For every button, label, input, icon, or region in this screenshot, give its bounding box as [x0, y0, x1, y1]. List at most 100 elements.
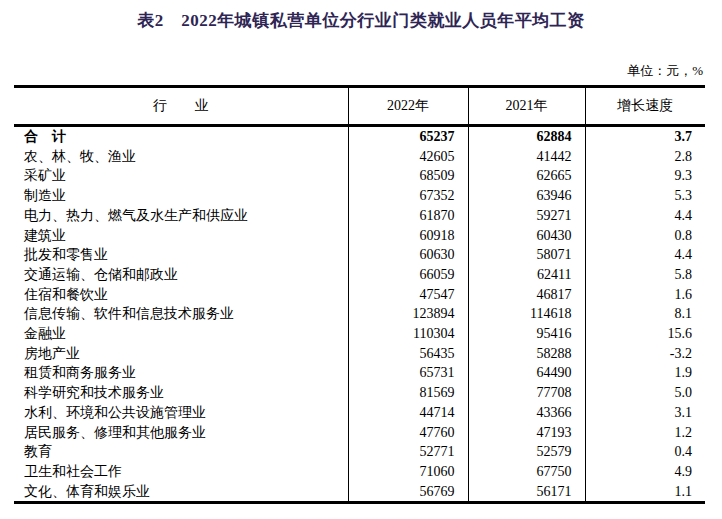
- growth-rate-cell: 1.2: [585, 423, 705, 443]
- value-2021-cell: 58071: [468, 245, 585, 265]
- industry-cell: 电力、热力、燃气及水生产和供应业: [14, 206, 348, 226]
- table-row: 房地产业5643558288-3.2: [14, 344, 705, 364]
- industry-cell: 文化、体育和娱乐业: [14, 482, 348, 503]
- value-2022-cell: 71060: [348, 462, 468, 482]
- growth-rate-cell: 2.8: [585, 147, 705, 167]
- wage-table: 行 业 2022年 2021年 增长速度 合 计65237628843.7农、林…: [14, 85, 705, 504]
- value-2021-cell: 62884: [468, 126, 585, 147]
- value-2022-cell: 56435: [348, 344, 468, 364]
- growth-rate-cell: 4.4: [585, 206, 705, 226]
- industry-cell: 卫生和社会工作: [14, 462, 348, 482]
- growth-rate-cell: 5.0: [585, 383, 705, 403]
- industry-cell: 交通运输、仓储和邮政业: [14, 265, 348, 285]
- value-2022-cell: 42605: [348, 147, 468, 167]
- table-row: 合 计65237628843.7: [14, 126, 705, 147]
- value-2021-cell: 43366: [468, 403, 585, 423]
- growth-rate-cell: 5.8: [585, 265, 705, 285]
- value-2021-cell: 59271: [468, 206, 585, 226]
- table-row: 卫生和社会工作71060677504.9: [14, 462, 705, 482]
- growth-rate-cell: 0.4: [585, 442, 705, 462]
- value-2021-cell: 67750: [468, 462, 585, 482]
- value-2021-cell: 77708: [468, 383, 585, 403]
- value-2021-cell: 56171: [468, 482, 585, 503]
- growth-rate-cell: 0.8: [585, 226, 705, 246]
- table-row: 住宿和餐饮业47547468171.6: [14, 285, 705, 305]
- value-2021-cell: 63946: [468, 186, 585, 206]
- value-2022-cell: 66059: [348, 265, 468, 285]
- table-row: 电力、热力、燃气及水生产和供应业61870592714.4: [14, 206, 705, 226]
- industry-cell: 租赁和商务服务业: [14, 363, 348, 383]
- industry-cell: 金融业: [14, 324, 348, 344]
- industry-cell: 采矿业: [14, 166, 348, 186]
- value-2022-cell: 47547: [348, 285, 468, 305]
- value-2022-cell: 44714: [348, 403, 468, 423]
- growth-rate-cell: 4.9: [585, 462, 705, 482]
- value-2022-cell: 47760: [348, 423, 468, 443]
- column-header-2022: 2022年: [348, 87, 468, 126]
- table-row: 批发和零售业60630580714.4: [14, 245, 705, 265]
- value-2022-cell: 81569: [348, 383, 468, 403]
- value-2021-cell: 114618: [468, 304, 585, 324]
- value-2021-cell: 52579: [468, 442, 585, 462]
- industry-cell: 居民服务、修理和其他服务业: [14, 423, 348, 443]
- value-2021-cell: 58288: [468, 344, 585, 364]
- value-2022-cell: 110304: [348, 324, 468, 344]
- value-2022-cell: 60918: [348, 226, 468, 246]
- value-2021-cell: 41442: [468, 147, 585, 167]
- industry-cell: 建筑业: [14, 226, 348, 246]
- value-2022-cell: 123894: [348, 304, 468, 324]
- industry-cell: 农、林、牧、渔业: [14, 147, 348, 167]
- industry-cell: 制造业: [14, 186, 348, 206]
- table-row: 建筑业60918604300.8: [14, 226, 705, 246]
- growth-rate-cell: 5.3: [585, 186, 705, 206]
- growth-rate-cell: 4.4: [585, 245, 705, 265]
- growth-rate-cell: 1.6: [585, 285, 705, 305]
- industry-cell: 住宿和餐饮业: [14, 285, 348, 305]
- page-title: 表2 2022年城镇私营单位分行业门类就业人员年平均工资: [0, 9, 722, 32]
- table-row: 金融业1103049541615.6: [14, 324, 705, 344]
- value-2022-cell: 61870: [348, 206, 468, 226]
- value-2022-cell: 56769: [348, 482, 468, 503]
- table-header-row: 行 业 2022年 2021年 增长速度: [14, 87, 705, 126]
- table-row: 信息传输、软件和信息技术服务业1238941146188.1: [14, 304, 705, 324]
- industry-cell: 水利、环境和公共设施管理业: [14, 403, 348, 423]
- value-2021-cell: 46817: [468, 285, 585, 305]
- industry-cell: 合 计: [14, 126, 348, 147]
- table-row: 水利、环境和公共设施管理业44714433663.1: [14, 403, 705, 423]
- value-2022-cell: 60630: [348, 245, 468, 265]
- value-2021-cell: 47193: [468, 423, 585, 443]
- industry-cell: 教育: [14, 442, 348, 462]
- table-row: 文化、体育和娱乐业56769561711.1: [14, 482, 705, 503]
- value-2021-cell: 95416: [468, 324, 585, 344]
- value-2022-cell: 67352: [348, 186, 468, 206]
- industry-cell: 科学研究和技术服务业: [14, 383, 348, 403]
- column-header-growth: 增长速度: [585, 87, 705, 126]
- table-row: 科学研究和技术服务业81569777085.0: [14, 383, 705, 403]
- table-container: 单位：元，% 行 业 2022年 2021年 增长速度 合 计652376288…: [14, 60, 705, 504]
- value-2021-cell: 64490: [468, 363, 585, 383]
- table-row: 制造业67352639465.3: [14, 186, 705, 206]
- table-row: 租赁和商务服务业65731644901.9: [14, 363, 705, 383]
- growth-rate-cell: 8.1: [585, 304, 705, 324]
- column-header-industry: 行 业: [14, 87, 348, 126]
- growth-rate-cell: 1.1: [585, 482, 705, 503]
- growth-rate-cell: 15.6: [585, 324, 705, 344]
- table-row: 交通运输、仓储和邮政业66059624115.8: [14, 265, 705, 285]
- value-2022-cell: 52771: [348, 442, 468, 462]
- table-row: 农、林、牧、渔业42605414422.8: [14, 147, 705, 167]
- table-row: 教育52771525790.4: [14, 442, 705, 462]
- table-row: 采矿业68509626659.3: [14, 166, 705, 186]
- growth-rate-cell: -3.2: [585, 344, 705, 364]
- industry-cell: 批发和零售业: [14, 245, 348, 265]
- industry-cell: 房地产业: [14, 344, 348, 364]
- growth-rate-cell: 9.3: [585, 166, 705, 186]
- value-2022-cell: 68509: [348, 166, 468, 186]
- value-2021-cell: 62665: [468, 166, 585, 186]
- growth-rate-cell: 1.9: [585, 363, 705, 383]
- growth-rate-cell: 3.1: [585, 403, 705, 423]
- value-2022-cell: 65731: [348, 363, 468, 383]
- value-2022-cell: 65237: [348, 126, 468, 147]
- table-row: 居民服务、修理和其他服务业47760471931.2: [14, 423, 705, 443]
- unit-note: 单位：元，%: [14, 60, 705, 82]
- value-2021-cell: 62411: [468, 265, 585, 285]
